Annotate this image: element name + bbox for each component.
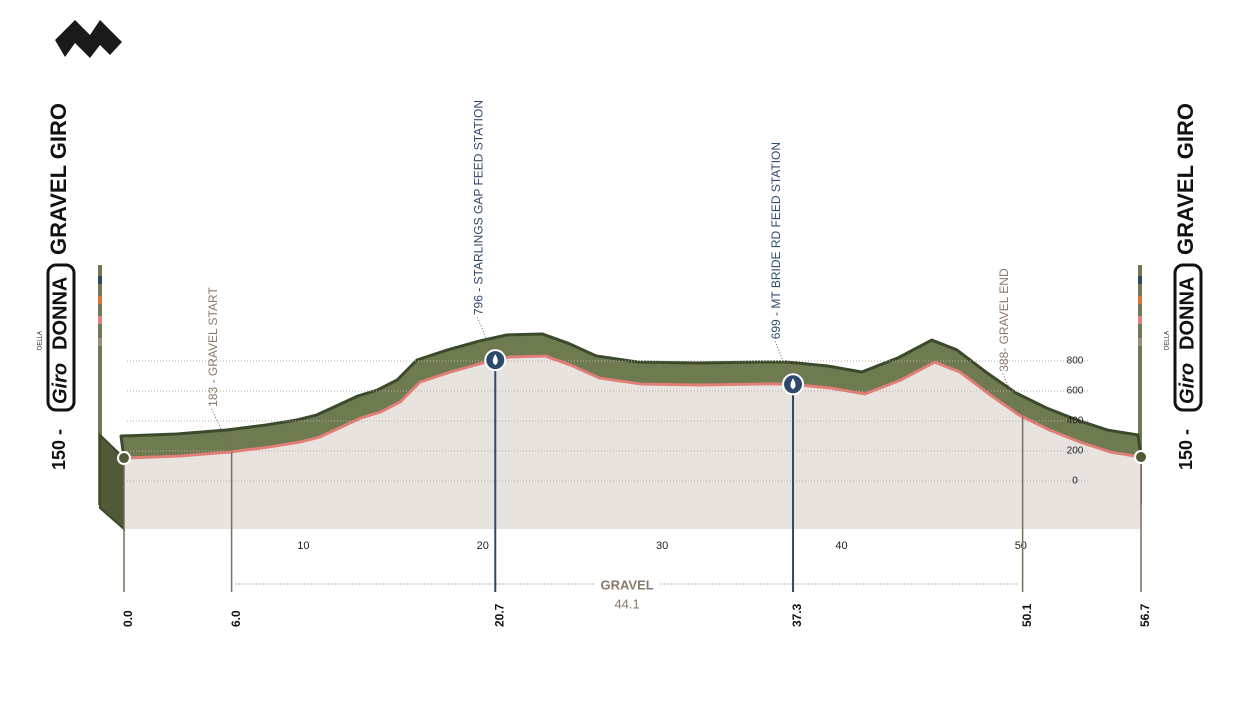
annotation: 388- GRAVEL END [997,268,1011,372]
annotation: 699 - MT BRIDE RD FEED STATION [769,142,783,339]
brand-giro: Giro [1176,363,1198,404]
slab-side [99,432,125,532]
app-logo [55,20,122,58]
gravel-length: 44.1 [614,596,639,611]
x-tick-label: 10 [297,540,309,552]
elevation-area [124,356,1141,529]
waypoint-km: 37.3 [790,603,804,627]
waypoint-km-label: 37.3 [790,603,804,627]
endpoint-dot [1134,450,1148,464]
y-tick-label: 0 [1072,476,1078,487]
annotation-leader [211,408,233,453]
brand-logo: Giro DONNA DELLA [1165,263,1203,412]
waypoint-km: 56.7 [1138,603,1152,627]
brand-della: DELLA [1165,331,1171,350]
elevation-line [123,354,1142,460]
brand-giro: Giro [49,363,71,404]
side-label: 150 - Giro DONNA DELLA GRAVEL GIRO [1165,103,1203,470]
side-title: GRAVEL GIRO [46,103,71,255]
start-elevation: 150 - [49,429,69,470]
x-tick-label: 50 [1015,540,1027,552]
waypoint-km: 20.7 [492,603,506,627]
x-tick-label: 20 [477,540,489,552]
annotation-label: 699 - MT BRIDE RD FEED STATION [769,142,783,339]
x-tick-label: 30 [656,540,668,552]
gravel-label: GRAVEL [601,577,654,592]
annotation-label: 388- GRAVEL END [997,268,1011,372]
annotation-leader [1002,373,1024,417]
legend-strip [98,265,1142,505]
annotation-label: 183 - GRAVEL START [206,287,220,407]
waypoint-km-label: 50.1 [1020,603,1034,627]
waypoint-km: 50.1 [1020,603,1034,627]
brand-della: DELLA [38,331,44,350]
y-tick-label: 200 [1067,446,1084,457]
annotation: 796 - STARLINGS GAP FEED STATION [471,100,485,315]
side-title: GRAVEL GIRO [1173,103,1198,255]
waypoint-km-label: 0.0 [121,610,135,627]
water-drop [790,378,796,390]
waypoint-km-label: 6.0 [229,610,243,627]
gravel-label-bg [595,576,660,594]
brand-logo: Giro DONNA DELLA [38,263,76,412]
water-drop [492,354,498,366]
start-elevation: 150 - [1176,429,1196,470]
side-label: 150 - Giro DONNA DELLA GRAVEL GIRO [38,103,76,470]
waypoint-km: 6.0 [229,610,243,627]
waypoint-km-label: 20.7 [492,603,506,627]
brand-donna: DONNA [49,277,71,350]
annotation-label: 796 - STARLINGS GAP FEED STATION [471,100,485,315]
waypoint-km-label: 56.7 [1138,603,1152,627]
y-tick-label: 400 [1067,416,1084,427]
x-tick-label: 40 [835,540,847,552]
brand-donna: DONNA [1176,277,1198,350]
endpoint-dot [117,451,131,466]
y-tick-label: 800 [1067,356,1084,367]
annotation: 183 - GRAVEL START [206,287,220,407]
y-tick-label: 600 [1067,386,1084,397]
waypoint-km: 0.0 [121,610,135,627]
